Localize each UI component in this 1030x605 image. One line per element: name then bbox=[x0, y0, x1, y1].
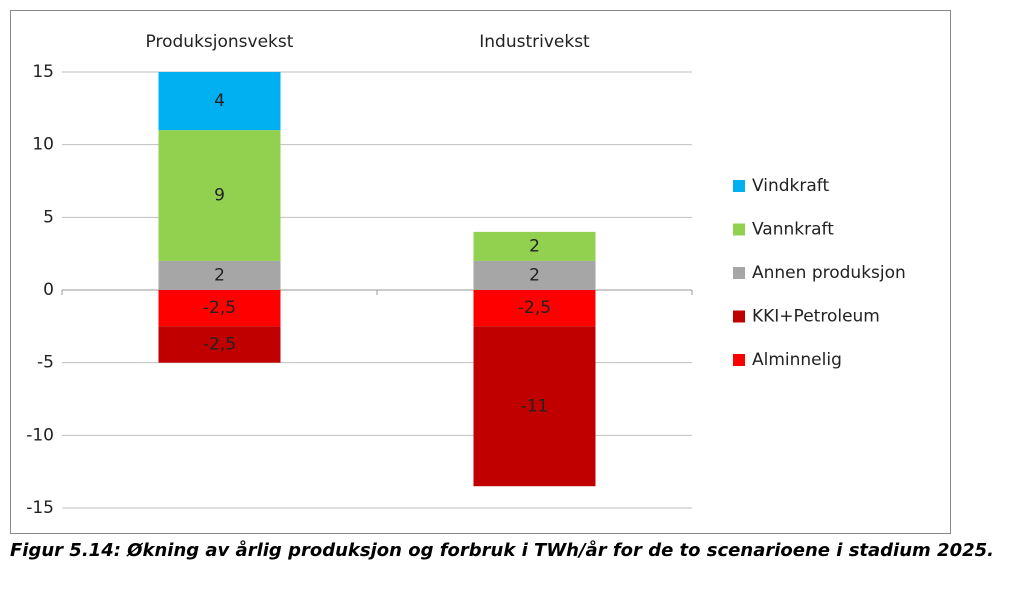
legend-swatch bbox=[733, 180, 745, 192]
x-tick-label: Produksjonsvekst bbox=[146, 32, 294, 52]
y-tick-label: -5 bbox=[37, 353, 54, 373]
legend-label: Vannkraft bbox=[752, 220, 834, 240]
caption: Figur 5.14: Økning av årlig produksjon o… bbox=[10, 540, 994, 561]
bar-segment bbox=[473, 231, 596, 261]
y-tick-label: 10 bbox=[32, 135, 54, 155]
bar-segment bbox=[158, 72, 281, 131]
data-label: -2,5 bbox=[203, 298, 236, 318]
data-label: 2 bbox=[529, 265, 540, 285]
legend-swatch bbox=[733, 223, 745, 236]
data-label: 2 bbox=[529, 236, 540, 256]
data-label: -2,5 bbox=[203, 335, 236, 355]
legend-swatch bbox=[733, 310, 745, 323]
data-label: 2 bbox=[214, 265, 225, 285]
x-tick-label: Industrivekst bbox=[479, 32, 590, 52]
y-tick-label: 15 bbox=[32, 62, 54, 82]
y-tick-label: -10 bbox=[26, 425, 54, 445]
legend-label: Vindkraft bbox=[752, 176, 829, 196]
data-label: -11 bbox=[521, 396, 549, 416]
legend-label: KKI+Petroleum bbox=[752, 307, 880, 327]
bar-segment bbox=[473, 290, 596, 327]
bar-segment bbox=[158, 260, 281, 290]
bar-segment bbox=[158, 326, 281, 363]
bar-segment bbox=[158, 130, 281, 261]
y-tick-label: -15 bbox=[26, 498, 54, 518]
data-label: -2,5 bbox=[518, 298, 551, 318]
data-label: 9 bbox=[214, 186, 225, 206]
data-label: 4 bbox=[214, 91, 225, 111]
y-tick-label: 5 bbox=[43, 207, 54, 227]
legend-swatch bbox=[733, 354, 745, 366]
legend-swatch bbox=[733, 267, 745, 279]
y-tick-label: 0 bbox=[43, 280, 54, 300]
bar-segment bbox=[473, 326, 596, 487]
bar-segment bbox=[473, 260, 596, 290]
legend-label: Annen produksjon bbox=[752, 263, 906, 283]
bar-segment bbox=[158, 290, 281, 327]
legend-label: Alminnelig bbox=[752, 350, 842, 370]
